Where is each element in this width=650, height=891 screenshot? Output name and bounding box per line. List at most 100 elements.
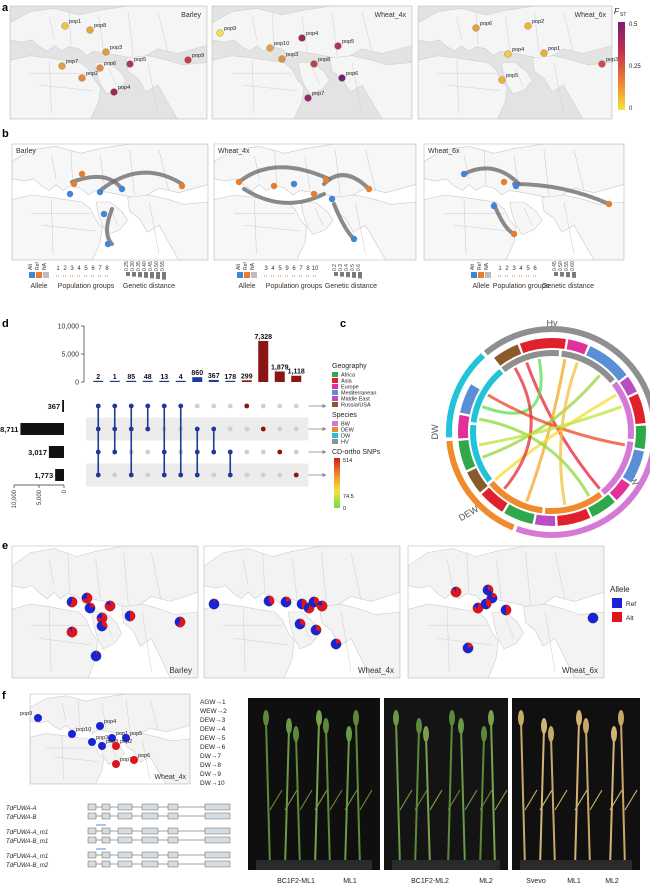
- population-dot: [130, 756, 138, 764]
- landmass-south-asia: [532, 55, 612, 119]
- map-title: Wheat_4x: [358, 666, 394, 675]
- snp-chord: [478, 405, 623, 447]
- population-point: [86, 26, 94, 34]
- plant-stem: [414, 727, 420, 869]
- set-size-bar: [48, 446, 64, 458]
- exon-box: [204, 803, 231, 811]
- population-point: [598, 60, 606, 68]
- landmass-africa: [30, 733, 104, 784]
- population-label: pop1: [69, 19, 81, 25]
- fst-tick-label: 0.5: [629, 22, 638, 28]
- exon-box: [141, 812, 159, 820]
- matrix-dot: [260, 472, 266, 478]
- intersection-bar: [274, 371, 285, 382]
- plant-pot: [256, 860, 372, 870]
- distance-tick-label: 0.45: [148, 261, 154, 271]
- plant-pot: [520, 860, 632, 870]
- population-mapping: DEW→3: [200, 717, 226, 724]
- allele-legend-label: Alt: [470, 264, 476, 270]
- geography-ring-segment: [458, 414, 470, 439]
- population-point: [110, 88, 118, 96]
- map-inner: [12, 546, 198, 678]
- plant-spike: [423, 726, 429, 742]
- landmass-south-asia: [541, 194, 624, 260]
- landmass-south-asia: [523, 603, 604, 678]
- plant-leaf: [359, 789, 373, 811]
- country-border: [254, 155, 260, 179]
- pie-alt: [214, 598, 216, 604]
- population-point: [540, 49, 548, 57]
- country-border: [149, 698, 159, 731]
- population-number: 3: [512, 266, 516, 272]
- gene-name: TdFUWA-B: [6, 815, 37, 821]
- inner-species-segment: [470, 369, 504, 423]
- set-size-label: 1,773: [34, 471, 53, 480]
- fst-tick-label: 0: [629, 106, 633, 112]
- pie-alt: [102, 620, 108, 628]
- population-number: 1: [498, 266, 502, 272]
- map-title: Wheat_4x: [218, 148, 250, 155]
- population-mapping: DEW→4: [200, 726, 226, 733]
- geography-legend-swatch: [332, 402, 338, 407]
- plant-leaf: [399, 789, 413, 811]
- species-legend-swatch: [332, 433, 338, 438]
- matrix-dot: [277, 449, 283, 455]
- population-dot: [605, 200, 613, 208]
- allele-legend-swatch: [251, 272, 257, 278]
- allele-legend-label: NA: [484, 262, 490, 270]
- plant-stem: [295, 735, 301, 869]
- species-ring-segment: [446, 353, 486, 438]
- country-border: [50, 155, 57, 179]
- distance-legend-title: Genetic distance: [123, 283, 175, 290]
- panel-c-letter: c: [340, 318, 347, 330]
- intersection-bar: [175, 380, 186, 382]
- allele-legend-label: Ref: [477, 262, 483, 270]
- country-border: [48, 609, 52, 672]
- distance-swatch: [144, 272, 148, 278]
- population-label: pop6: [138, 753, 150, 759]
- plant-leaf: [589, 789, 603, 811]
- map-frame: [407, 545, 605, 679]
- distance-tick-label: 0.55: [564, 261, 570, 271]
- plant-spike: [488, 710, 494, 726]
- species-legend-swatch: [332, 427, 338, 432]
- distance-swatch: [346, 272, 350, 278]
- exon-box: [117, 836, 133, 844]
- intersection-value-label: 178: [224, 374, 236, 381]
- genetic-distance-arc: [100, 170, 184, 191]
- plant-leaf: [329, 789, 343, 811]
- population-mapping: DEW→5: [200, 735, 226, 742]
- intersection-matrix: [86, 403, 309, 487]
- population-label: pop4: [512, 47, 524, 53]
- matrix-dot: [227, 403, 233, 409]
- intersection-value-label: 48: [144, 374, 152, 381]
- exon-box: [87, 860, 97, 868]
- matrix-dot: [145, 449, 151, 455]
- population-number: 3: [264, 266, 268, 272]
- country-border: [68, 11, 72, 46]
- population-number: 2: [63, 266, 67, 272]
- landmass-africa: [212, 55, 305, 119]
- country-border: [147, 62, 158, 114]
- pie-alt: [176, 616, 186, 628]
- pie-alt: [492, 592, 497, 598]
- country-border: [453, 224, 510, 232]
- y-tick-label: 5,000: [61, 352, 79, 359]
- country-border: [127, 11, 134, 56]
- plant-leaf: [554, 789, 568, 811]
- country-border: [525, 552, 531, 605]
- map-inner: [214, 144, 416, 260]
- exon-box: [87, 803, 97, 811]
- landmass-arabia: [509, 201, 543, 235]
- distance-legend-title: Genetic distance: [325, 283, 377, 290]
- plant-leaf: [539, 789, 553, 811]
- geography-ring-segment: [622, 449, 644, 483]
- pie-alt: [472, 602, 484, 614]
- set-size-bar: [20, 423, 64, 435]
- panel-b-legend: Alt Ref NA Allele 3 4 5 9 6 7 8 10 Population groups…: [236, 262, 377, 290]
- population-dot: [78, 170, 86, 178]
- population-label: pop3: [96, 735, 108, 741]
- set-name-label: BW: [330, 471, 331, 480]
- country-border: [254, 199, 257, 255]
- population-point: [216, 29, 224, 37]
